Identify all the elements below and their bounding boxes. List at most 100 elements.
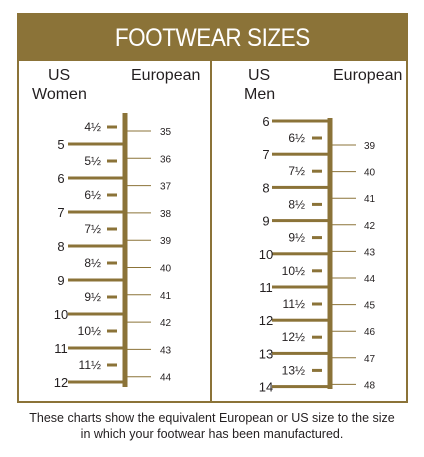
men-whole-tick [272, 385, 330, 389]
men-whole-tick [272, 219, 330, 223]
women-whole-tick [68, 380, 125, 384]
women-eu-size-label: 44 [160, 373, 172, 384]
men-us-half-label: 6½ [288, 131, 305, 145]
women-us-size-label: 11 [54, 341, 68, 356]
women-us-half-label: 10½ [78, 324, 101, 338]
women-whole-tick [68, 210, 125, 214]
men-half-tick [312, 202, 322, 206]
women-eu-header: European [131, 67, 201, 84]
men-eu-size-label: 47 [364, 354, 376, 365]
men-half-tick [312, 136, 322, 140]
men-eu-size-label: 45 [364, 301, 376, 312]
footnote-line1: These charts show the equivalent Europea… [29, 411, 395, 425]
women-us-size-label: 10 [54, 307, 68, 322]
women-whole-tick [68, 312, 125, 316]
women-eu-size-label: 40 [160, 264, 172, 275]
men-eu-size-label: 43 [364, 247, 376, 258]
footnote: These charts show the equivalent Europea… [0, 410, 424, 442]
women-whole-tick [68, 244, 125, 248]
men-us-half-label: 13½ [282, 363, 305, 377]
men-us-size-label: 13 [259, 346, 273, 361]
men-eu-size-label: 48 [364, 380, 376, 391]
page-title: FOOTWEAR SIZES [115, 24, 310, 52]
women-whole-tick [68, 346, 125, 350]
women-us-size-label: 5 [57, 137, 64, 152]
men-half-tick [312, 335, 322, 339]
men-whole-tick [272, 119, 330, 123]
footnote-line2: in which your footwear has been manufact… [80, 427, 344, 441]
men-us-half-label: 12½ [282, 330, 305, 344]
women-half-tick [107, 193, 117, 197]
panel-divider [210, 61, 212, 403]
women-us-size-label: 9 [57, 273, 64, 288]
women-us-half-label: 4½ [84, 120, 101, 134]
women-us-half-label: 8½ [84, 256, 101, 270]
men-us-header-line2: Men [244, 86, 276, 103]
women-eu-size-label: 43 [160, 345, 172, 356]
women-eu-size-label: 35 [160, 127, 172, 138]
men-whole-tick [272, 351, 330, 355]
men-eu-size-label: 40 [364, 168, 376, 179]
women-us-half-label: 11½ [79, 358, 101, 372]
women-us-size-label: 7 [57, 205, 64, 220]
men-us-size-label: 6 [262, 114, 269, 129]
women-eu-size-label: 36 [160, 154, 172, 165]
men-us-size-label: 8 [262, 180, 269, 195]
men-eu-size-label: 42 [364, 221, 376, 232]
men-eu-size-label: 41 [364, 194, 376, 205]
title-banner: FOOTWEAR SIZES [17, 13, 408, 61]
women-us-header: US Women [32, 66, 87, 104]
men-us-header: US Men [244, 66, 275, 104]
women-whole-tick [68, 176, 125, 180]
women-eu-size-label: 37 [160, 182, 172, 193]
women-us-header-line2: Women [32, 86, 87, 103]
women-us-half-label: 9½ [84, 290, 101, 304]
women-eu-size-label: 38 [160, 209, 172, 220]
men-us-half-label: 11½ [283, 297, 305, 311]
women-eu-size-label: 42 [160, 318, 172, 329]
men-eu-size-label: 44 [364, 274, 376, 285]
women-us-size-label: 8 [57, 239, 64, 254]
men-us-size-label: 12 [259, 313, 273, 328]
women-half-tick [107, 159, 117, 163]
women-half-tick [107, 329, 117, 333]
men-us-half-label: 8½ [288, 197, 305, 211]
women-whole-tick [68, 142, 125, 146]
men-eu-header: European [333, 67, 403, 84]
women-half-tick [107, 295, 117, 299]
men-half-tick [312, 368, 322, 372]
women-eu-size-label: 39 [160, 236, 172, 247]
men-whole-tick [272, 318, 330, 322]
women-eu-size-label: 41 [160, 291, 172, 302]
women-us-half-label: 6½ [84, 188, 101, 202]
men-whole-tick [272, 185, 330, 189]
men-whole-tick [272, 152, 330, 156]
men-us-header-line1: US [248, 67, 271, 84]
men-us-size-label: 11 [259, 280, 273, 295]
men-whole-tick [272, 252, 330, 256]
men-eu-size-label: 46 [364, 327, 376, 338]
women-half-tick [107, 363, 117, 367]
women-scale-bar [122, 113, 128, 387]
women-half-tick [107, 125, 117, 129]
women-half-tick [107, 261, 117, 265]
women-us-size-label: 12 [54, 375, 68, 390]
men-half-tick [312, 169, 322, 173]
men-eu-size-label: 39 [364, 141, 376, 152]
men-whole-tick [272, 285, 330, 289]
men-us-size-label: 10 [259, 247, 273, 262]
women-us-size-label: 6 [57, 171, 64, 186]
men-us-size-label: 9 [262, 214, 269, 229]
men-us-size-label: 14 [259, 380, 273, 395]
women-us-header-line1: US [48, 67, 71, 84]
men-us-half-label: 10½ [282, 264, 305, 278]
men-half-tick [312, 236, 322, 240]
men-half-tick [312, 302, 322, 306]
women-whole-tick [68, 278, 125, 282]
men-us-size-label: 7 [262, 147, 269, 162]
men-us-half-label: 9½ [288, 231, 305, 245]
men-us-half-label: 7½ [288, 164, 305, 178]
women-half-tick [107, 227, 117, 231]
women-us-half-label: 5½ [84, 154, 101, 168]
